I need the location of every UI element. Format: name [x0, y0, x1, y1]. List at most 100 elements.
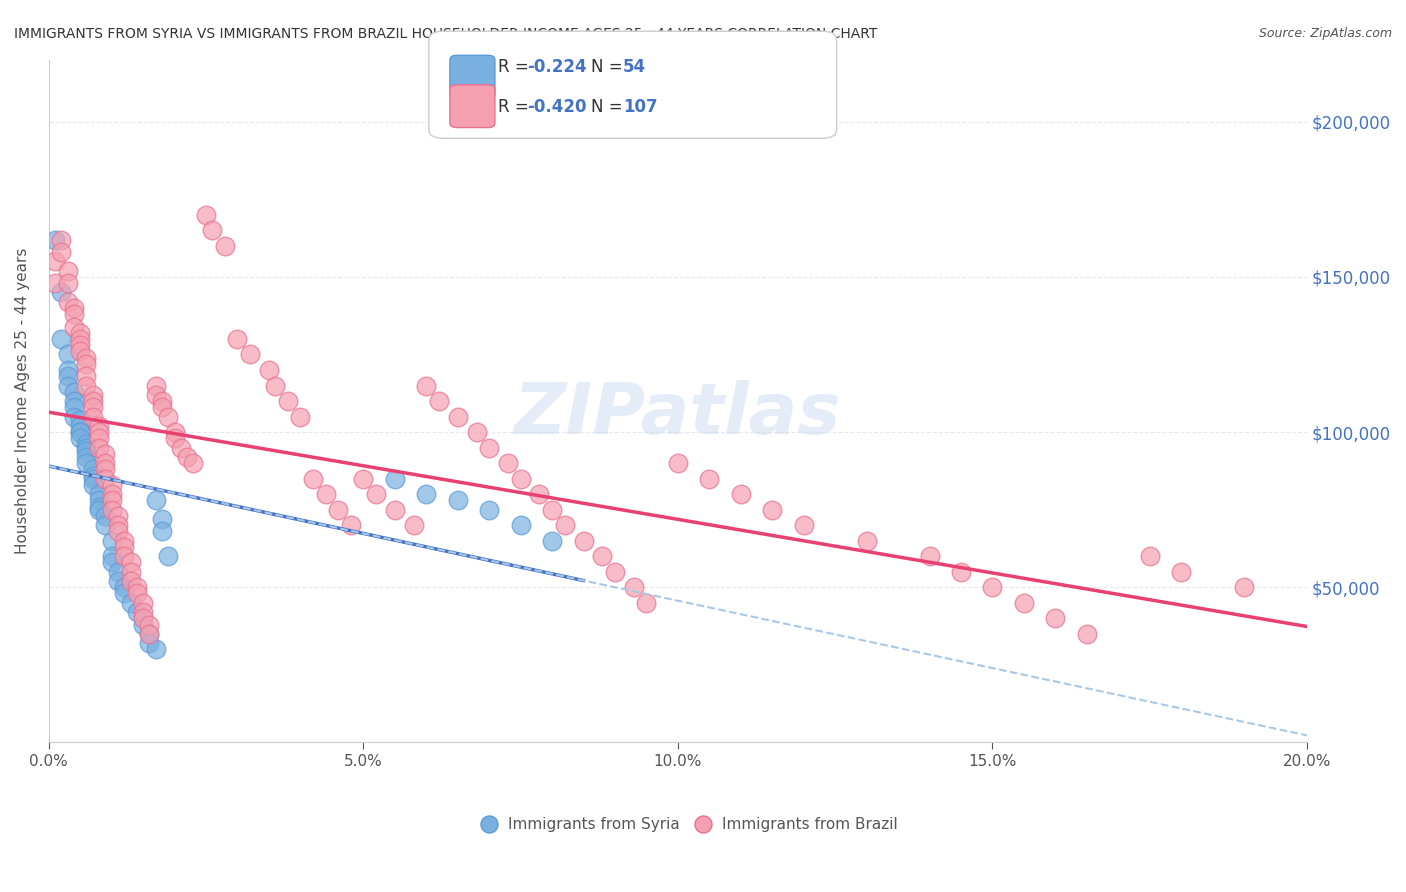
Immigrants from Brazil	[290, 409, 312, 424]
Immigrants from Syria	[56, 378, 79, 392]
Text: 54: 54	[623, 58, 645, 76]
Immigrants from Brazil	[554, 518, 576, 533]
Immigrants from Syria	[87, 500, 110, 514]
Immigrants from Syria	[69, 425, 91, 439]
Immigrants from Brazil	[120, 565, 142, 579]
Immigrants from Syria	[76, 437, 98, 451]
Text: -0.224: -0.224	[527, 58, 586, 76]
Immigrants from Syria	[69, 431, 91, 445]
Immigrants from Brazil	[699, 472, 721, 486]
Immigrants from Brazil	[87, 441, 110, 455]
Immigrants from Brazil	[364, 487, 387, 501]
Immigrants from Brazil	[623, 580, 645, 594]
Immigrants from Brazil	[100, 478, 122, 492]
Immigrants from Brazil	[591, 549, 613, 564]
Immigrants from Brazil	[76, 378, 98, 392]
Immigrants from Brazil	[44, 254, 66, 268]
Immigrants from Brazil	[541, 502, 564, 516]
Immigrants from Syria	[145, 642, 167, 657]
Immigrants from Syria	[56, 369, 79, 384]
Immigrants from Brazil	[257, 363, 280, 377]
Text: ZIPatlas: ZIPatlas	[515, 380, 842, 450]
Immigrants from Brazil	[112, 540, 135, 554]
Immigrants from Brazil	[145, 378, 167, 392]
Immigrants from Brazil	[1139, 549, 1161, 564]
Immigrants from Syria	[120, 596, 142, 610]
Immigrants from Syria	[76, 450, 98, 464]
Text: -0.420: -0.420	[527, 98, 586, 116]
Immigrants from Syria	[76, 441, 98, 455]
Immigrants from Brazil	[69, 344, 91, 359]
Immigrants from Brazil	[1233, 580, 1256, 594]
Immigrants from Brazil	[100, 493, 122, 508]
Immigrants from Brazil	[107, 518, 129, 533]
Immigrants from Syria	[56, 363, 79, 377]
Immigrants from Syria	[478, 502, 501, 516]
Immigrants from Brazil	[138, 617, 160, 632]
Immigrants from Brazil	[1170, 565, 1192, 579]
Immigrants from Brazil	[183, 456, 205, 470]
Immigrants from Brazil	[51, 233, 73, 247]
Immigrants from Brazil	[447, 409, 470, 424]
Immigrants from Brazil	[82, 388, 104, 402]
Immigrants from Brazil	[277, 394, 299, 409]
Immigrants from Brazil	[1045, 611, 1067, 625]
Immigrants from Brazil	[120, 556, 142, 570]
Immigrants from Brazil	[56, 276, 79, 290]
Immigrants from Brazil	[264, 378, 287, 392]
Immigrants from Syria	[509, 518, 531, 533]
Immigrants from Brazil	[1076, 627, 1098, 641]
Immigrants from Syria	[541, 533, 564, 548]
Immigrants from Syria	[63, 409, 86, 424]
Immigrants from Syria	[87, 493, 110, 508]
Immigrants from Brazil	[56, 263, 79, 277]
Immigrants from Brazil	[82, 394, 104, 409]
Immigrants from Syria	[82, 472, 104, 486]
Immigrants from Syria	[87, 487, 110, 501]
Immigrants from Brazil	[201, 223, 224, 237]
Immigrants from Brazil	[761, 502, 783, 516]
Immigrants from Brazil	[918, 549, 941, 564]
Immigrants from Syria	[51, 332, 73, 346]
Immigrants from Brazil	[63, 301, 86, 315]
Immigrants from Brazil	[855, 533, 877, 548]
Text: Source: ZipAtlas.com: Source: ZipAtlas.com	[1258, 27, 1392, 40]
Immigrants from Brazil	[478, 441, 501, 455]
Immigrants from Brazil	[226, 332, 249, 346]
Immigrants from Syria	[107, 574, 129, 588]
Immigrants from Syria	[138, 636, 160, 650]
Immigrants from Brazil	[384, 502, 406, 516]
Immigrants from Syria	[94, 518, 117, 533]
Immigrants from Syria	[415, 487, 437, 501]
Immigrants from Brazil	[112, 549, 135, 564]
Text: Immigrants from Brazil: Immigrants from Brazil	[721, 817, 897, 832]
Immigrants from Brazil	[132, 596, 155, 610]
Immigrants from Syria	[69, 412, 91, 426]
Immigrants from Brazil	[339, 518, 361, 533]
Immigrants from Syria	[100, 556, 122, 570]
Immigrants from Syria	[76, 456, 98, 470]
Immigrants from Brazil	[100, 487, 122, 501]
Immigrants from Brazil	[51, 245, 73, 260]
Immigrants from Brazil	[138, 627, 160, 641]
Immigrants from Brazil	[163, 425, 186, 439]
Immigrants from Syria	[63, 384, 86, 399]
Immigrants from Brazil	[69, 326, 91, 340]
Immigrants from Brazil	[239, 347, 262, 361]
Immigrants from Syria	[56, 347, 79, 361]
Immigrants from Brazil	[76, 357, 98, 371]
Immigrants from Brazil	[157, 409, 180, 424]
Immigrants from Syria	[150, 512, 173, 526]
Immigrants from Brazil	[730, 487, 752, 501]
Immigrants from Syria	[69, 418, 91, 433]
Immigrants from Brazil	[94, 456, 117, 470]
Immigrants from Brazil	[402, 518, 425, 533]
Immigrants from Syria	[157, 549, 180, 564]
Immigrants from Brazil	[100, 502, 122, 516]
Immigrants from Brazil	[125, 580, 148, 594]
Immigrants from Brazil	[145, 388, 167, 402]
Immigrants from Syria	[125, 605, 148, 619]
Immigrants from Brazil	[132, 611, 155, 625]
Immigrants from Syria	[82, 462, 104, 476]
Immigrants from Brazil	[465, 425, 488, 439]
